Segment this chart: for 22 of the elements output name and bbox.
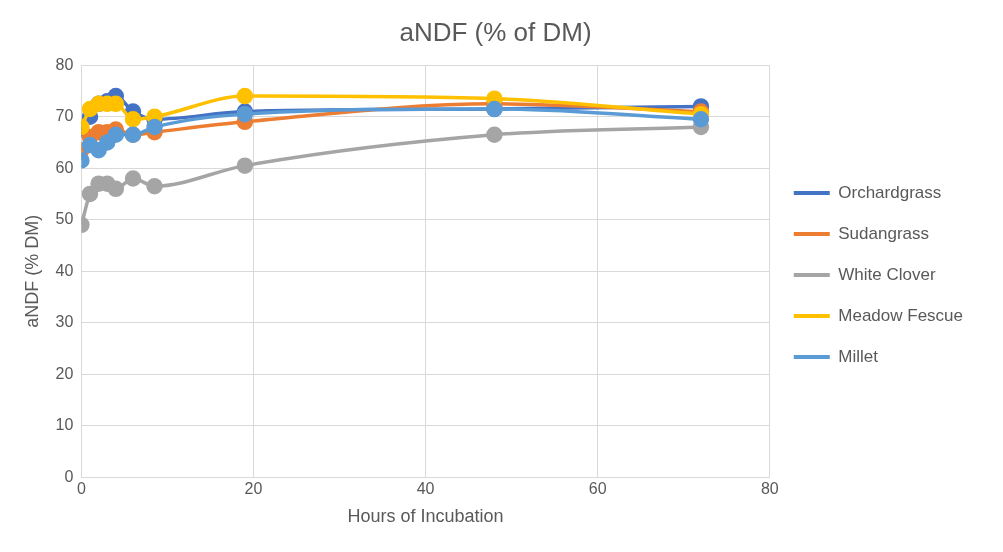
chart-title: aNDF (% of DM) — [399, 16, 592, 47]
y-tick-label: 70 — [55, 107, 74, 125]
x-tick-label: 40 — [416, 480, 435, 498]
y-tick-label: 80 — [55, 55, 74, 73]
x-tick-label: 60 — [588, 480, 607, 498]
legend-label: Millet — [838, 346, 879, 366]
y-tick-label: 10 — [55, 416, 74, 434]
x-tick-label: 80 — [760, 480, 779, 498]
legend-label: Sudangrass — [838, 223, 930, 243]
legend-label: Meadow Fescue — [838, 305, 964, 325]
x-tick-label: 0 — [76, 480, 86, 498]
y-axis-title: aNDF (% DM) — [21, 214, 42, 328]
x-axis-title: Hours of Incubation — [347, 506, 504, 527]
y-tick-label: 20 — [55, 364, 74, 382]
y-tick-label: 40 — [55, 261, 74, 279]
y-tick-label: 50 — [55, 210, 74, 228]
x-tick-label: 20 — [244, 480, 263, 498]
y-tick-label: 60 — [55, 158, 74, 176]
legend-label: White Clover — [838, 264, 936, 284]
legend-label: Orchardgrass — [838, 182, 942, 202]
y-tick-label: 0 — [64, 467, 74, 485]
y-tick-label: 30 — [55, 313, 74, 331]
